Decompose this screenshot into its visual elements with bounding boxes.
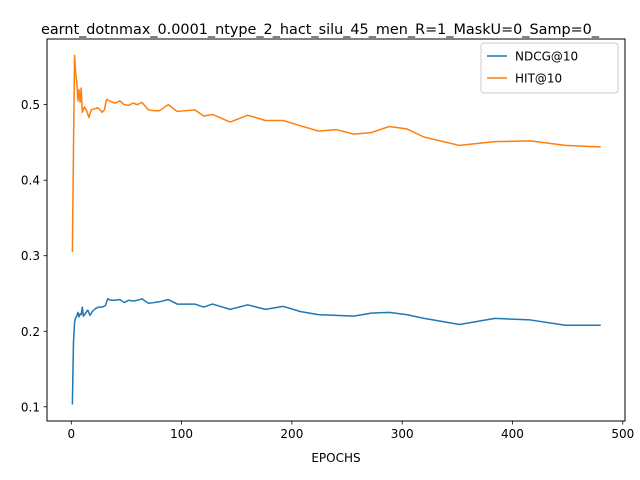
y-tick-label: 0.3 (21, 249, 40, 263)
axes-frame (46, 38, 626, 422)
y-tick-label: 0.4 (21, 174, 40, 188)
x-tick-label: 200 (280, 427, 303, 441)
legend-box (480, 42, 619, 94)
y-tick-label: 0.2 (21, 325, 40, 339)
x-tick-label: 300 (391, 427, 414, 441)
x-tick-label: 400 (501, 427, 524, 441)
x-tick-label: 0 (67, 427, 75, 441)
legend-label: HIT@10 (515, 72, 562, 86)
x-tick-label: 100 (170, 427, 193, 441)
x-axis-label: EPOCHS (311, 451, 360, 465)
y-tick-label: 0.5 (21, 98, 40, 112)
chart-title: earnt_dotnmax_0.0001_ntype_2_hact_silu_4… (41, 22, 600, 38)
legend: NDCG@10 HIT@10 (480, 42, 619, 94)
legend-label: NDCG@10 (515, 50, 578, 64)
axis-ticks: 0 100 200 300 400 500 0.1 0.2 0.3 0.4 0.5 (21, 98, 634, 441)
y-tick-label: 0.1 (21, 400, 40, 414)
plot-area (71, 54, 601, 405)
series-line-0 (71, 298, 601, 405)
series-line-1 (71, 54, 601, 252)
x-tick-label: 500 (611, 427, 634, 441)
